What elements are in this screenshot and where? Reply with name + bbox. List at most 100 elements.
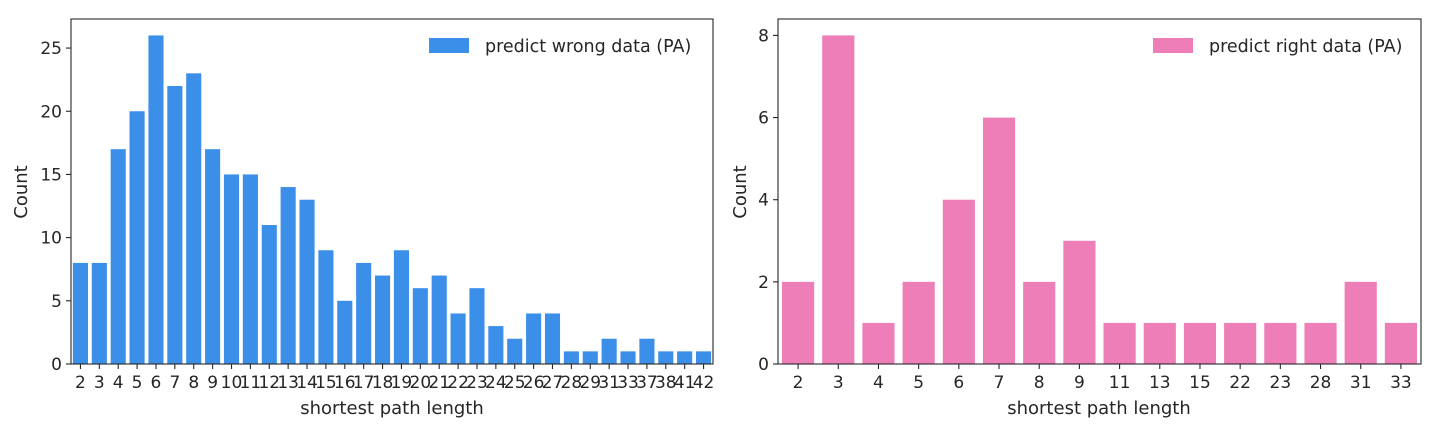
x-tick-label: 12 bbox=[258, 373, 280, 393]
x-tick-label: 10 bbox=[221, 373, 243, 393]
bar bbox=[242, 174, 258, 364]
y-tick-label: 4 bbox=[758, 191, 769, 211]
x-tick-label: 26 bbox=[523, 373, 545, 393]
bar bbox=[450, 313, 466, 364]
bar bbox=[167, 85, 183, 364]
bar bbox=[1103, 322, 1136, 364]
x-tick-label: 33 bbox=[1390, 373, 1412, 393]
bar bbox=[1063, 240, 1096, 364]
bar bbox=[601, 338, 617, 364]
bar bbox=[1183, 322, 1217, 364]
bar bbox=[563, 351, 579, 364]
x-tick-label: 6 bbox=[151, 373, 162, 393]
bar bbox=[431, 275, 447, 364]
bar bbox=[658, 351, 674, 364]
x-tick-label: 7 bbox=[994, 373, 1005, 393]
x-ticks-left: 2 3 4 5 6 7 8 9 10111213141516171819202122232425… bbox=[75, 364, 714, 393]
bar bbox=[412, 288, 428, 364]
x-tick-label: 2 bbox=[793, 373, 804, 393]
x-tick-label: 23 bbox=[466, 373, 488, 393]
y-tick-label: 5 bbox=[51, 292, 62, 312]
x-tick-label: 21 bbox=[428, 373, 450, 393]
bar bbox=[375, 275, 391, 364]
x-tick-label: 13 bbox=[277, 373, 299, 393]
x-tick-label: 28 bbox=[561, 373, 583, 393]
x-tick-label: 3 bbox=[833, 373, 844, 393]
bars-right bbox=[782, 35, 1417, 365]
legend-label-right: predict right data (PA) bbox=[1209, 37, 1402, 57]
x-tick-label: 2 bbox=[75, 373, 86, 393]
x-tick-label: 17 bbox=[353, 373, 375, 393]
x-tick-label: 20 bbox=[410, 373, 432, 393]
bar bbox=[488, 326, 504, 364]
x-tick-label: 11 bbox=[240, 373, 262, 393]
bar bbox=[1384, 322, 1417, 364]
bar bbox=[526, 313, 542, 364]
bar bbox=[1224, 322, 1257, 364]
bar bbox=[356, 262, 372, 364]
bar bbox=[393, 250, 409, 364]
x-tick-label: 15 bbox=[315, 373, 337, 393]
x-tick-label: 31 bbox=[598, 373, 620, 393]
bar bbox=[299, 199, 315, 364]
bar bbox=[110, 149, 126, 364]
x-tick-label: 3 bbox=[94, 373, 105, 393]
x-tick-label: 19 bbox=[391, 373, 413, 393]
x-tick-label: 5 bbox=[913, 373, 924, 393]
bar bbox=[942, 199, 975, 364]
y-tick-label: 0 bbox=[758, 355, 769, 375]
bar bbox=[1264, 322, 1297, 364]
x-tick-label: 15 bbox=[1189, 373, 1211, 393]
legend-swatch-right bbox=[1153, 38, 1193, 53]
x-tick-label: 22 bbox=[447, 373, 469, 393]
bar bbox=[982, 117, 1016, 364]
x-tick-label: 5 bbox=[132, 373, 143, 393]
bar bbox=[902, 281, 935, 364]
x-tick-label: 14 bbox=[296, 373, 318, 393]
x-axis-label-right: shortest path length bbox=[1007, 398, 1191, 419]
bar bbox=[544, 313, 561, 364]
y-tick-label: 25 bbox=[40, 39, 62, 59]
y-tick-label: 2 bbox=[758, 273, 769, 293]
x-tick-label: 9 bbox=[1074, 373, 1085, 393]
x-tick-label: 11 bbox=[1109, 373, 1131, 393]
bar bbox=[129, 111, 145, 364]
bar bbox=[337, 300, 353, 364]
x-tick-label: 38 bbox=[655, 373, 677, 393]
bar bbox=[223, 174, 240, 364]
y-tick-label: 6 bbox=[758, 109, 769, 129]
x-ticks-right: 2 3 4 5 6 7 8 9 11 13 15 22 23 28 31 33 bbox=[793, 364, 1412, 393]
bar bbox=[582, 351, 598, 364]
x-tick-label: 13 bbox=[1149, 373, 1171, 393]
bars-left bbox=[72, 35, 712, 365]
x-tick-label: 23 bbox=[1270, 373, 1292, 393]
x-tick-label: 37 bbox=[636, 373, 658, 393]
bar bbox=[72, 262, 88, 364]
bar bbox=[639, 338, 655, 364]
bar bbox=[318, 250, 334, 364]
legend-right: predict right data (PA) bbox=[1153, 37, 1402, 57]
plot-frame-left bbox=[70, 18, 714, 365]
x-tick-label: 4 bbox=[873, 373, 884, 393]
bar bbox=[148, 35, 164, 365]
y-tick-label: 15 bbox=[40, 165, 62, 185]
bar bbox=[205, 149, 221, 364]
bar bbox=[469, 288, 485, 364]
bar bbox=[822, 35, 855, 365]
x-tick-label: 42 bbox=[693, 373, 715, 393]
bar bbox=[507, 338, 523, 364]
bar bbox=[1143, 322, 1176, 364]
legend-label-left: predict wrong data (PA) bbox=[485, 37, 691, 57]
x-tick-label: 24 bbox=[485, 373, 507, 393]
x-tick-label: 18 bbox=[372, 373, 394, 393]
y-ticks-left: 0 5 10 15 20 25 bbox=[40, 39, 71, 375]
bar bbox=[261, 224, 277, 364]
y-axis-label-right: Count bbox=[730, 165, 751, 218]
bar bbox=[1304, 322, 1337, 364]
bar bbox=[696, 351, 712, 364]
bar bbox=[862, 322, 895, 364]
x-tick-label: 8 bbox=[1034, 373, 1045, 393]
